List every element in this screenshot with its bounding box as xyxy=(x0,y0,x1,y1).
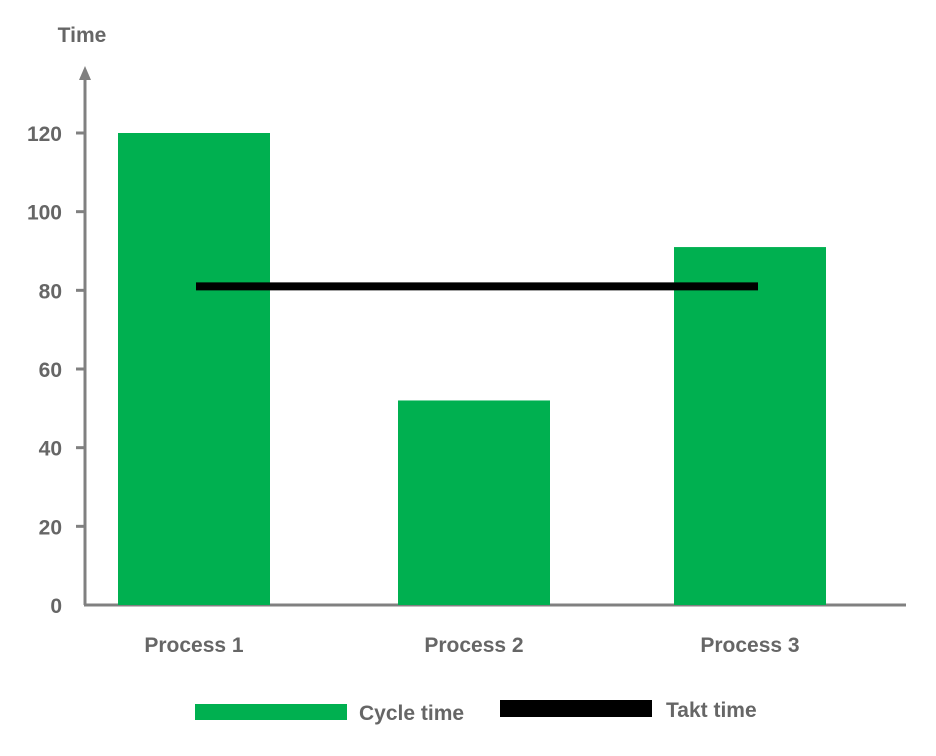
legend-swatch-cycle-time xyxy=(195,704,347,720)
bar-cycle-time xyxy=(674,247,826,606)
legend-swatch-takt-time xyxy=(500,700,652,717)
legend: Cycle time Takt time xyxy=(195,699,757,725)
legend-label-takt-time: Takt time xyxy=(666,699,757,722)
y-tick-label: 0 xyxy=(50,595,62,618)
y-tick-label: 20 xyxy=(39,516,62,539)
y-tick-label: 100 xyxy=(27,202,62,225)
x-category-label: Process 1 xyxy=(144,634,244,657)
bars xyxy=(118,133,826,606)
y-tick-label: 120 xyxy=(27,123,62,146)
x-category-label: Process 2 xyxy=(424,634,523,657)
y-axis-arrow-icon xyxy=(79,66,91,80)
y-tick-label: 80 xyxy=(39,280,62,303)
bar-cycle-time xyxy=(398,400,550,605)
y-tick-label: 40 xyxy=(39,438,62,461)
y-tick-label: 60 xyxy=(39,359,62,382)
y-axis-title: Time xyxy=(58,24,107,47)
legend-label-cycle-time: Cycle time xyxy=(359,702,464,725)
y-ticks: 0 20 40 60 80 100 120 xyxy=(27,123,85,618)
x-category-label: Process 3 xyxy=(700,634,799,657)
category-labels: Process 1 Process 2 Process 3 xyxy=(144,634,799,657)
bar-cycle-time xyxy=(118,133,270,605)
